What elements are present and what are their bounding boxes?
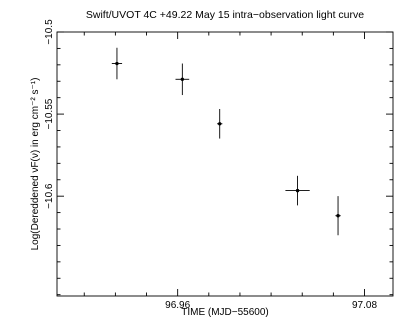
- chart-title: Swift/UVOT 4C +49.22 May 15 intra−observ…: [86, 9, 364, 21]
- point-marker: [180, 77, 185, 81]
- plot-area: 96.96 97.08 −10.5 −10.55 −10.6: [44, 19, 394, 311]
- y-tick-label: −10.6: [44, 183, 55, 209]
- point-marker: [336, 214, 340, 218]
- data-point: [335, 196, 341, 236]
- x-tick-label: 97.08: [352, 300, 377, 311]
- data-points: [111, 47, 341, 236]
- y-axis-label: Log(Dereddened νF(ν) in erg cm⁻² s⁻¹): [30, 78, 41, 251]
- y-tick-label: −10.55: [44, 98, 55, 129]
- y-tick-label: −10.5: [44, 19, 55, 45]
- x-axis-label: TIME (MJD−55600): [181, 307, 269, 318]
- data-point: [111, 47, 123, 80]
- data-point: [175, 63, 190, 96]
- point-marker: [295, 188, 300, 193]
- data-point: [217, 109, 223, 139]
- plot-frame: [56, 31, 394, 297]
- x-tick-label: 96.96: [165, 300, 190, 311]
- point-marker: [218, 122, 222, 126]
- point-marker: [115, 61, 119, 66]
- data-point: [285, 175, 310, 206]
